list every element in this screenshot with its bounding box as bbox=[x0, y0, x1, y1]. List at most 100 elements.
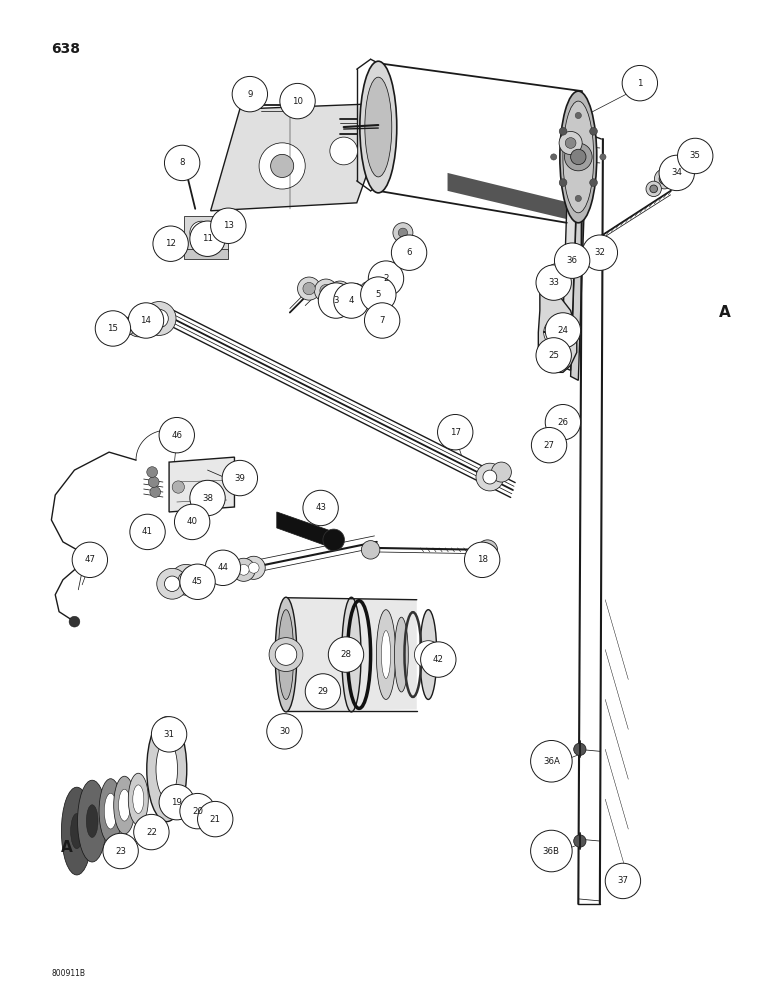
Circle shape bbox=[478, 540, 497, 560]
Circle shape bbox=[269, 638, 303, 672]
Circle shape bbox=[334, 283, 369, 318]
Circle shape bbox=[544, 346, 563, 365]
Circle shape bbox=[190, 221, 213, 244]
Circle shape bbox=[128, 303, 164, 338]
Ellipse shape bbox=[560, 91, 597, 223]
Text: 44: 44 bbox=[218, 563, 229, 572]
Circle shape bbox=[549, 265, 564, 280]
Circle shape bbox=[103, 833, 138, 869]
Circle shape bbox=[328, 281, 351, 304]
Circle shape bbox=[421, 642, 456, 677]
Circle shape bbox=[148, 477, 159, 487]
Ellipse shape bbox=[563, 101, 594, 213]
Text: 36: 36 bbox=[567, 256, 577, 265]
Circle shape bbox=[247, 92, 256, 101]
Text: 3: 3 bbox=[334, 296, 339, 305]
Circle shape bbox=[550, 408, 570, 428]
Text: 17: 17 bbox=[450, 428, 461, 437]
Circle shape bbox=[242, 556, 266, 579]
Circle shape bbox=[364, 286, 374, 295]
Text: 43: 43 bbox=[315, 503, 326, 512]
Circle shape bbox=[678, 138, 713, 174]
Circle shape bbox=[117, 317, 135, 336]
Circle shape bbox=[305, 674, 340, 709]
Circle shape bbox=[126, 312, 151, 337]
Text: 29: 29 bbox=[317, 687, 328, 696]
Text: A: A bbox=[719, 305, 730, 320]
Circle shape bbox=[398, 228, 408, 237]
Text: 36B: 36B bbox=[543, 847, 560, 856]
Ellipse shape bbox=[394, 617, 408, 692]
Text: 38: 38 bbox=[202, 494, 213, 503]
Circle shape bbox=[655, 169, 675, 189]
Circle shape bbox=[483, 470, 496, 484]
Text: 24: 24 bbox=[557, 326, 568, 335]
Circle shape bbox=[364, 303, 400, 338]
Ellipse shape bbox=[377, 610, 395, 699]
Circle shape bbox=[107, 321, 123, 336]
Text: 22: 22 bbox=[146, 828, 157, 837]
Circle shape bbox=[650, 185, 658, 193]
Text: 12: 12 bbox=[165, 239, 176, 248]
Circle shape bbox=[267, 714, 302, 749]
Text: 37: 37 bbox=[618, 876, 628, 885]
Circle shape bbox=[249, 562, 259, 573]
Circle shape bbox=[582, 235, 618, 270]
Polygon shape bbox=[448, 173, 582, 223]
Circle shape bbox=[550, 154, 557, 160]
Circle shape bbox=[259, 143, 305, 189]
Circle shape bbox=[196, 227, 207, 238]
Circle shape bbox=[555, 414, 564, 423]
Circle shape bbox=[545, 313, 581, 348]
Polygon shape bbox=[185, 216, 229, 251]
Circle shape bbox=[536, 338, 571, 373]
Circle shape bbox=[393, 223, 413, 243]
Text: 25: 25 bbox=[548, 351, 559, 360]
Circle shape bbox=[545, 405, 581, 440]
Circle shape bbox=[571, 149, 586, 165]
Ellipse shape bbox=[99, 779, 122, 844]
Circle shape bbox=[575, 195, 581, 202]
Circle shape bbox=[543, 319, 571, 346]
Circle shape bbox=[561, 245, 577, 260]
Circle shape bbox=[171, 564, 201, 595]
Text: 800911B: 800911B bbox=[52, 969, 86, 978]
Polygon shape bbox=[561, 139, 578, 370]
Text: 42: 42 bbox=[433, 655, 444, 664]
Circle shape bbox=[559, 131, 582, 155]
Circle shape bbox=[130, 514, 165, 550]
Text: 32: 32 bbox=[594, 248, 605, 257]
Circle shape bbox=[132, 318, 144, 331]
Text: 10: 10 bbox=[292, 97, 303, 106]
Circle shape bbox=[225, 474, 237, 486]
Ellipse shape bbox=[77, 780, 107, 862]
Circle shape bbox=[297, 277, 320, 300]
Circle shape bbox=[646, 181, 662, 197]
Circle shape bbox=[565, 138, 576, 148]
Text: 638: 638 bbox=[52, 42, 80, 56]
Circle shape bbox=[178, 572, 194, 587]
Circle shape bbox=[334, 286, 346, 299]
Ellipse shape bbox=[365, 77, 391, 177]
Circle shape bbox=[318, 283, 354, 318]
Text: 8: 8 bbox=[179, 158, 185, 167]
Text: 31: 31 bbox=[164, 730, 174, 739]
Circle shape bbox=[530, 830, 572, 872]
Circle shape bbox=[174, 504, 210, 540]
Text: 15: 15 bbox=[107, 324, 118, 333]
Polygon shape bbox=[277, 512, 334, 548]
Circle shape bbox=[350, 288, 360, 297]
Circle shape bbox=[198, 801, 233, 837]
Text: 33: 33 bbox=[548, 278, 559, 287]
Ellipse shape bbox=[147, 717, 187, 822]
Ellipse shape bbox=[113, 776, 135, 834]
Circle shape bbox=[422, 648, 435, 661]
Text: 2: 2 bbox=[383, 274, 389, 283]
Circle shape bbox=[590, 179, 598, 186]
Text: 6: 6 bbox=[406, 248, 411, 257]
Polygon shape bbox=[169, 457, 235, 512]
Ellipse shape bbox=[104, 793, 117, 829]
Circle shape bbox=[150, 309, 168, 328]
Text: 21: 21 bbox=[210, 815, 221, 824]
Text: 39: 39 bbox=[235, 474, 245, 483]
